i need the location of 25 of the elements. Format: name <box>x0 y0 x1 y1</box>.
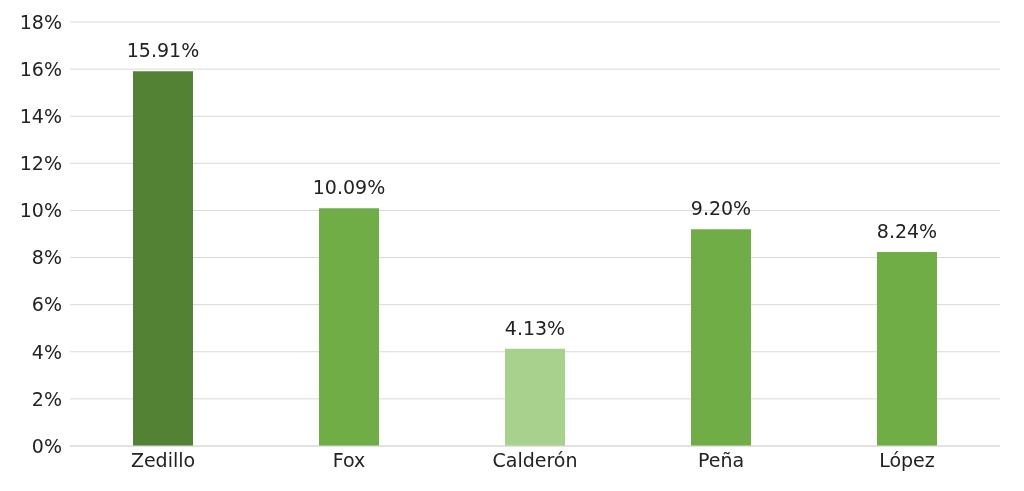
data-label: 9.20% <box>690 197 752 220</box>
x-tick-label: Peña <box>697 449 745 472</box>
bar <box>691 229 751 446</box>
bar <box>505 348 565 446</box>
y-tick-label: 18% <box>19 10 62 33</box>
x-tick-label: López <box>879 449 935 472</box>
x-tick-label: Calderón <box>492 449 578 472</box>
y-tick-label: 12% <box>19 152 62 175</box>
bar <box>319 208 379 446</box>
y-tick-label: 16% <box>19 57 62 80</box>
y-tick-label: 6% <box>31 293 62 316</box>
bar <box>133 71 193 446</box>
data-label: 8.24% <box>876 219 938 242</box>
y-tick-label: 8% <box>31 246 62 269</box>
y-tick-label: 14% <box>19 104 62 127</box>
y-tick-label: 4% <box>31 340 62 363</box>
y-tick-label: 0% <box>31 434 62 457</box>
data-label: 4.13% <box>504 316 566 339</box>
y-tick-label: 10% <box>19 199 62 222</box>
x-tick-label: Fox <box>332 449 366 472</box>
x-tick-label: Zedillo <box>130 449 196 472</box>
bar <box>877 251 937 446</box>
y-tick-label: 2% <box>31 387 62 410</box>
data-label: 10.09% <box>312 176 386 199</box>
data-label: 15.91% <box>126 39 200 62</box>
